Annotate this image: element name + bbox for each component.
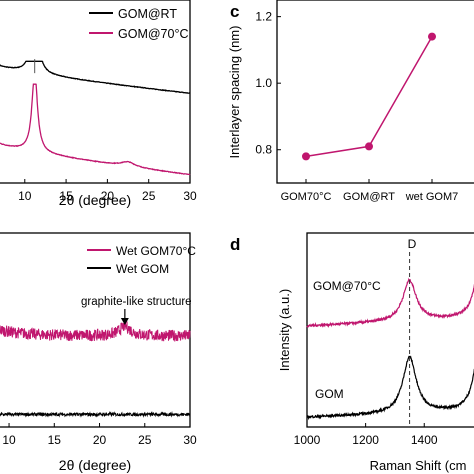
plot-frame	[306, 232, 474, 428]
plot-frame	[276, 0, 474, 184]
series-line-1	[0, 83, 191, 176]
panel-label-d: d	[230, 235, 240, 254]
series-line-0	[306, 277, 474, 329]
category-label: GOM@RT	[343, 191, 395, 203]
x-tick-label: 30	[183, 433, 197, 447]
arrow-head	[120, 318, 129, 325]
legend-label-wet-gom: Wet GOM	[116, 262, 169, 276]
x-ticks: 1000 1200 1400	[294, 423, 438, 447]
panel-label-c: c	[230, 2, 239, 21]
x-tick-label: 25	[138, 433, 152, 447]
x-tick-label: 20	[93, 433, 107, 447]
panel-xrd-wet: 10 15 20 25 30 Wet GOM70°C Wet GOM graphite-…	[0, 232, 197, 473]
legend-label-gom-70c: GOM@70°C	[118, 27, 188, 41]
x-tick-label: 10	[2, 433, 16, 447]
series-label-gom-70c: GOM@70°C	[313, 279, 381, 293]
panel-raman: d Intensity (a.u.) 1000 1200 1400 GOM@70°C…	[230, 232, 474, 473]
series-line-0	[0, 319, 191, 342]
reference-line-label: D	[408, 237, 417, 251]
data-point	[428, 32, 436, 41]
x-axis-label: Raman Shift (cm	[370, 458, 467, 473]
y-tick-label: 1.0	[255, 76, 272, 90]
x-tick-label: 1200	[352, 433, 379, 447]
curves	[306, 252, 474, 427]
annotation-arrow	[120, 309, 129, 325]
x-axis-label: 2θ (degree)	[59, 192, 131, 208]
curves	[0, 319, 191, 418]
x-tick-label: 15	[48, 433, 62, 447]
curves	[302, 32, 436, 161]
x-tick-label: 30	[183, 189, 197, 203]
x-tick-label: 15	[59, 189, 73, 203]
series-line-1	[306, 355, 474, 421]
category-labels: GOM70°C GOM@RT wet GOM7	[281, 191, 459, 203]
series-line	[305, 36, 433, 158]
plot-frame	[0, 232, 191, 428]
x-tick-label: 10	[18, 189, 32, 203]
x-ticks: 10 15 20 25 30	[18, 179, 197, 203]
category-label: wet GOM7	[405, 191, 459, 203]
category-label: GOM70°C	[281, 191, 332, 203]
data-point	[302, 152, 310, 161]
legend: GOM@RT GOM@70°C	[89, 7, 188, 41]
annotation-graphite: graphite-like structure	[81, 296, 192, 308]
y-axis-label: Interlayer spacing (nm)	[227, 26, 242, 159]
x-ticks: 10 15 20 25 30	[2, 423, 197, 447]
x-axis-label: 2θ (degree)	[59, 457, 131, 473]
x-tick-label: 25	[142, 189, 156, 203]
legend-label-gom-rt: GOM@RT	[118, 7, 177, 21]
legend-label-wet-gom70c: Wet GOM70°C	[116, 244, 196, 258]
y-axis-label: Intensity (a.u.)	[277, 289, 292, 371]
y-ticks: 0.8 1.0 1.2	[255, 10, 433, 183]
panel-xrd-dry: 10 15 20 25 30 GOM@RT GOM@70°C 2θ (degree)	[0, 0, 197, 208]
y-tick-label: 0.8	[255, 143, 272, 157]
plot-frame	[0, 0, 191, 184]
series-line-1	[0, 410, 191, 418]
legend: Wet GOM70°C Wet GOM	[87, 244, 196, 276]
x-tick-label: 1000	[294, 433, 321, 447]
curves	[0, 59, 191, 176]
y-tick-label: 1.2	[255, 10, 272, 24]
series-label-gom: GOM	[315, 387, 344, 401]
x-tick-label: 20	[101, 189, 115, 203]
series-line-0	[0, 60, 191, 94]
x-tick-label: 1400	[411, 433, 438, 447]
panel-interlayer-spacing: c Interlayer spacing (nm) 0.8 1.0 1.2 GOM7…	[227, 0, 474, 203]
data-point	[365, 142, 373, 151]
